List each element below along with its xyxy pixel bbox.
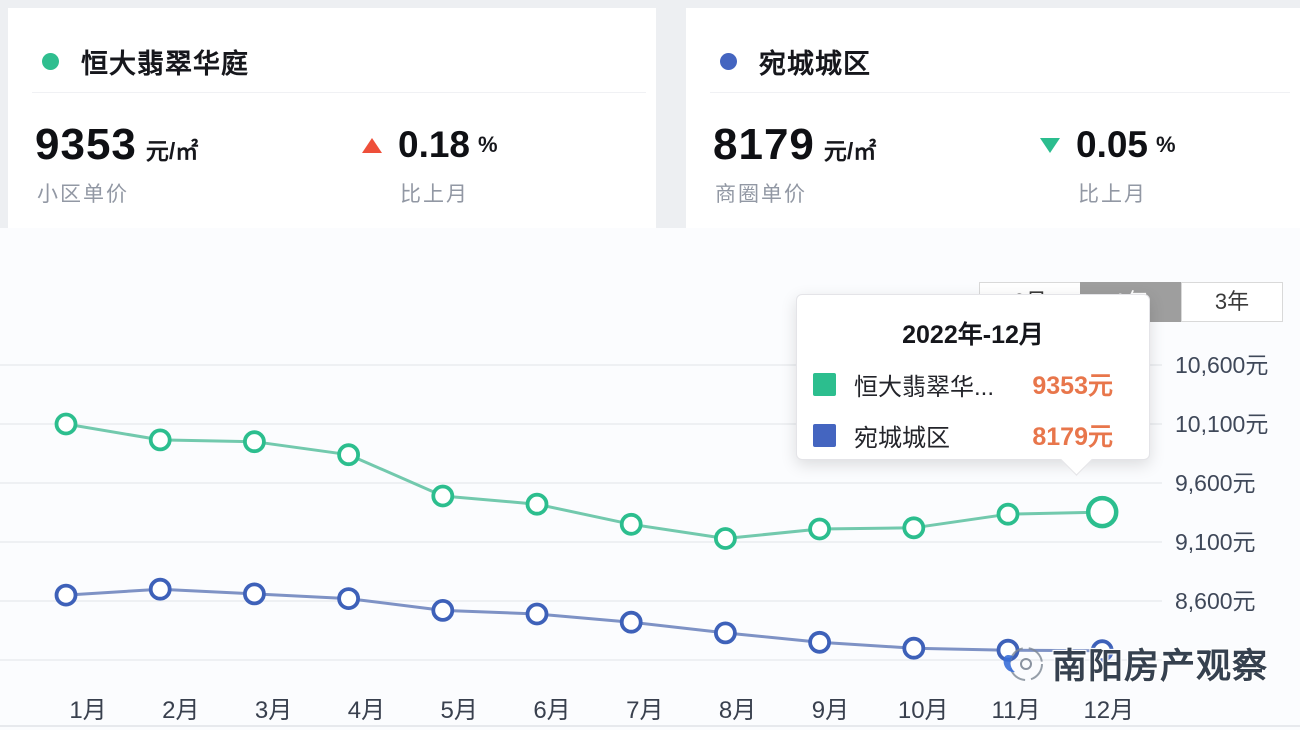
tooltip-row: 恒大翡翠华... 9353元 bbox=[813, 366, 1113, 402]
divider bbox=[32, 92, 646, 93]
series-swatch-icon bbox=[813, 372, 836, 396]
change-label: 比上月 bbox=[400, 183, 469, 206]
price-label: 小区单价 bbox=[37, 183, 129, 206]
change-row: 0.05 % bbox=[1040, 124, 1176, 166]
card-title: 宛城城区 bbox=[759, 49, 871, 79]
svg-text:4月: 4月 bbox=[348, 697, 385, 724]
price-unit: 元/㎡ bbox=[823, 138, 877, 164]
price-trend-chart[interactable]: 10,600元 10,100元 9,600元 9,100元 8,600元 1月 2月 3月 4月… bbox=[0, 228, 1300, 730]
svg-text:11月: 11月 bbox=[992, 697, 1041, 724]
svg-text:12月: 12月 bbox=[1083, 697, 1134, 724]
camera-logo-icon bbox=[1003, 646, 1043, 681]
watermark: 南阳房产观察 bbox=[1000, 638, 1268, 689]
tooltip-series-value: 8179元 bbox=[1032, 423, 1113, 451]
card-title: 恒大翡翠华庭 bbox=[81, 49, 249, 79]
svg-text:10,600元: 10,600元 bbox=[1175, 352, 1268, 378]
price-row: 8179 元/㎡ bbox=[713, 120, 876, 170]
series-dot-icon bbox=[720, 53, 737, 70]
tooltip-title: 2022年-12月 bbox=[902, 321, 1044, 349]
change-value: 0.18 bbox=[398, 124, 471, 165]
tab-3-years[interactable]: 3年 bbox=[1181, 282, 1283, 322]
series-swatch-icon bbox=[813, 423, 836, 447]
price-unit: 元/㎡ bbox=[145, 138, 199, 164]
svg-text:8,600元: 8,600元 bbox=[1175, 588, 1256, 614]
svg-text:6月: 6月 bbox=[533, 697, 570, 724]
svg-text:10,100元: 10,100元 bbox=[1175, 411, 1268, 437]
tooltip-row: 宛城城区 8179元 bbox=[813, 417, 1113, 453]
svg-text:7月: 7月 bbox=[626, 697, 663, 724]
price-value: 8179 bbox=[713, 120, 815, 169]
price-row: 9353 元/㎡ bbox=[35, 120, 198, 170]
summary-card-community: 恒大翡翠华庭 9353 元/㎡ 小区单价 0.18 % 比上月 bbox=[8, 8, 656, 228]
tooltip-series-label: 宛城城区 bbox=[854, 424, 950, 452]
series-dot-icon bbox=[42, 53, 59, 70]
watermark-text: 南阳房产观察 bbox=[1052, 647, 1269, 686]
summary-card-district: 宛城城区 8179 元/㎡ 商圈单价 0.05 % 比上月 bbox=[686, 8, 1300, 228]
change-unit: % bbox=[1156, 132, 1176, 157]
svg-text:5月: 5月 bbox=[441, 697, 478, 724]
svg-text:9,600元: 9,600元 bbox=[1175, 470, 1256, 496]
svg-text:9,100元: 9,100元 bbox=[1175, 529, 1256, 555]
change-row: 0.18 % bbox=[362, 124, 498, 166]
svg-text:8月: 8月 bbox=[719, 697, 756, 724]
arrow-up-icon bbox=[362, 137, 382, 153]
tooltip-series-value: 9353元 bbox=[1032, 372, 1113, 400]
change-unit: % bbox=[478, 132, 498, 157]
price-value: 9353 bbox=[35, 120, 137, 169]
chart-tooltip: 2022年-12月 恒大翡翠华... 9353元 宛城城区 8179元 bbox=[796, 294, 1150, 460]
arrow-down-icon bbox=[1040, 137, 1060, 153]
change-label: 比上月 bbox=[1078, 183, 1147, 206]
tooltip-series-label: 恒大翡翠华... bbox=[854, 373, 995, 401]
divider bbox=[710, 92, 1290, 93]
card-header: 恒大翡翠华庭 bbox=[42, 42, 249, 81]
price-label: 商圈单价 bbox=[715, 183, 807, 206]
svg-text:10月: 10月 bbox=[898, 697, 949, 724]
svg-text:2月: 2月 bbox=[162, 697, 199, 724]
svg-text:9月: 9月 bbox=[812, 697, 849, 724]
card-header: 宛城城区 bbox=[720, 42, 871, 81]
change-value: 0.05 bbox=[1076, 124, 1149, 165]
svg-text:3月: 3月 bbox=[255, 697, 292, 724]
svg-text:1月: 1月 bbox=[69, 697, 106, 724]
